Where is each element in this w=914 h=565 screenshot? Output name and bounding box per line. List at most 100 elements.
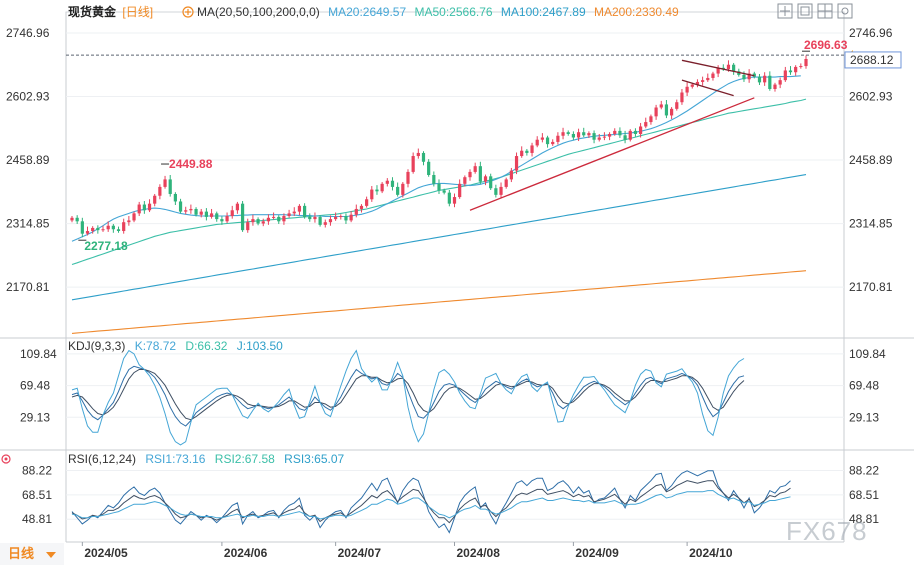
rsi-label: RSI(6,12,24) (68, 452, 136, 466)
candle-body (421, 152, 426, 162)
ma100-value: MA100:2467.89 (501, 5, 586, 19)
period-label[interactable]: [日线] (122, 5, 153, 19)
candle-body (535, 139, 539, 146)
candle-body (437, 183, 441, 191)
candle-body (778, 80, 782, 85)
candle-body (70, 217, 74, 221)
candle-body (659, 104, 663, 108)
candle-body (328, 219, 333, 223)
candle-body (473, 166, 477, 172)
candle-body (644, 122, 648, 127)
rsi-y-tick-right: 48.81 (849, 512, 879, 526)
rsi-grid (66, 470, 844, 520)
main-y-tick-left: 2314.85 (6, 217, 50, 231)
rsi-y-tick-right: 88.22 (849, 464, 879, 478)
channel-trendline (681, 79, 734, 97)
candle-body (504, 179, 508, 187)
period-tab[interactable]: 日线 (0, 543, 64, 565)
rsi3-value: RSI3:65.07 (284, 452, 344, 466)
period-tab-label[interactable]: 日线 (8, 546, 34, 561)
candle-body (318, 216, 322, 225)
candle-body (757, 76, 762, 83)
candle-body (101, 229, 105, 231)
main-panel-frame (65, 11, 845, 339)
fullscreen-icon[interactable] (797, 3, 813, 19)
main-y-tick-right: 2170.81 (849, 280, 893, 294)
candle-body (158, 186, 162, 196)
rsi2-value: RSI2:67.58 (215, 452, 275, 466)
candle-body (452, 197, 457, 204)
candle-body (116, 229, 121, 232)
candle-body (499, 186, 503, 195)
rsi-settings-icon[interactable] (1, 454, 11, 464)
candle-body (354, 208, 358, 215)
candle-body (509, 170, 513, 180)
kdj-d-line (71, 369, 745, 421)
low-annotation: 2277.18 (84, 239, 128, 253)
candle-body (411, 156, 415, 172)
ma50-value: MA50:2566.76 (415, 5, 493, 19)
candle-body (142, 204, 146, 211)
candle-body (349, 214, 353, 221)
ma200-line (71, 270, 807, 334)
layout-icon[interactable] (817, 3, 833, 19)
candle-body (804, 58, 808, 67)
candle-body (530, 145, 534, 153)
candle-body (230, 210, 234, 217)
rsi-lines (71, 470, 791, 534)
candle-body (256, 219, 260, 224)
candle-body (587, 133, 591, 136)
main-y-tick-left: 2746.96 (6, 26, 50, 40)
candle-body (215, 213, 219, 220)
candle-body (282, 216, 286, 222)
kdj-y-tick-left: 109.84 (20, 347, 57, 361)
candle-body (339, 216, 343, 218)
kdj-j-line (71, 349, 745, 446)
candle-body (380, 183, 384, 192)
kdj-header: KDJ(9,3,3) K:78.72 D:66.32 J:103.50 (68, 339, 283, 353)
candle-body (520, 150, 524, 157)
candle-body (385, 180, 389, 184)
candle-body (163, 179, 167, 187)
candle-body (168, 179, 172, 194)
ma100-line (71, 174, 807, 301)
kdj-k-line (71, 365, 745, 427)
candle-body (478, 166, 482, 182)
candle-body (794, 66, 798, 73)
main-y-tick-left: 2170.81 (6, 280, 50, 294)
candle-body (494, 188, 498, 195)
candle-body (204, 211, 208, 217)
main-y-tick-right: 2602.93 (849, 90, 893, 104)
kdj-label: KDJ(9,3,3) (68, 339, 125, 353)
candle-body (654, 107, 658, 117)
chevron-down-icon[interactable] (46, 552, 56, 558)
x-axis-label: 2024/05 (84, 546, 128, 560)
rsi-y-tick-left: 48.81 (22, 512, 52, 526)
crosshair-icon[interactable] (777, 3, 793, 19)
candle-body (277, 216, 281, 222)
candle-body (220, 219, 224, 222)
candle-body (396, 186, 400, 195)
candle-body (287, 213, 291, 217)
candle-body (297, 205, 302, 212)
settings-small-icon[interactable] (182, 6, 194, 18)
candle-body (680, 92, 684, 103)
candle-body (732, 64, 736, 72)
candle-body (271, 216, 276, 218)
candle-body (235, 203, 240, 211)
candle-body (483, 176, 488, 182)
candle-body (225, 216, 229, 222)
x-axis-label: 2024/06 (224, 546, 268, 560)
candle-body (592, 133, 596, 140)
candle-body (209, 213, 214, 217)
candle-body (292, 211, 296, 214)
candle-body (111, 225, 115, 230)
candle-body (75, 217, 79, 222)
main-y-ticks: 2746.96 2746.96 2602.93 2602.93 2458.89 2458.… (6, 26, 893, 294)
candle-body (726, 64, 731, 70)
candle-body (251, 219, 255, 223)
settings-icon[interactable] (837, 3, 853, 19)
x-axis-label: 2024/08 (457, 546, 501, 560)
candle-body (194, 208, 198, 215)
candle-body (406, 171, 410, 184)
